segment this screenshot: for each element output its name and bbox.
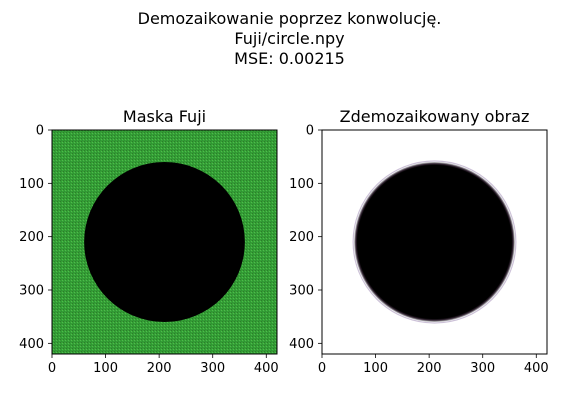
subplot-2: Zdemozaikowany obraz 0 100 200 300 400 0 100 200…	[289, 107, 549, 376]
y-tick-label: 200	[19, 230, 44, 245]
y-tick-label: 0	[36, 124, 44, 139]
x-tick-label: 200	[417, 361, 442, 376]
figure-suptitle-line-1: Demozaikowanie poprzez konwolucję.	[137, 9, 442, 28]
x-tick-label: 400	[254, 361, 279, 376]
y-tick-label: 0	[306, 124, 314, 139]
x-tick-label: 300	[200, 361, 225, 376]
subplot-title: Maska Fuji	[123, 107, 206, 126]
image-circle	[84, 162, 245, 322]
circle-fringe	[352, 160, 517, 324]
x-tick-label: 0	[48, 361, 56, 376]
y-tick-label: 300	[19, 284, 44, 299]
figure-suptitle-line-2: Fuji/circle.npy	[234, 29, 345, 48]
y-tick-label: 200	[289, 230, 314, 245]
image-circle	[354, 162, 515, 322]
y-tick-label: 400	[289, 337, 314, 352]
axes-frame	[51, 129, 278, 355]
y-tick-label: 400	[19, 337, 44, 352]
x-tick-label: 100	[363, 361, 388, 376]
x-tick-label: 300	[470, 361, 495, 376]
subplot-1: Maska Fuji 0 100 200 300 400 0 100 200 300 400	[19, 107, 279, 376]
x-tick-label: 200	[147, 361, 172, 376]
x-tick-label: 100	[93, 361, 118, 376]
x-tick-label: 0	[318, 361, 326, 376]
y-tick-label: 100	[19, 177, 44, 192]
axes-frame	[321, 129, 548, 355]
x-tick-label: 400	[524, 361, 549, 376]
subplot-title: Zdemozaikowany obraz	[340, 107, 530, 126]
figure-suptitle-line-3: MSE: 0.00215	[234, 49, 345, 68]
y-tick-label: 300	[289, 284, 314, 299]
y-tick-label: 100	[289, 177, 314, 192]
